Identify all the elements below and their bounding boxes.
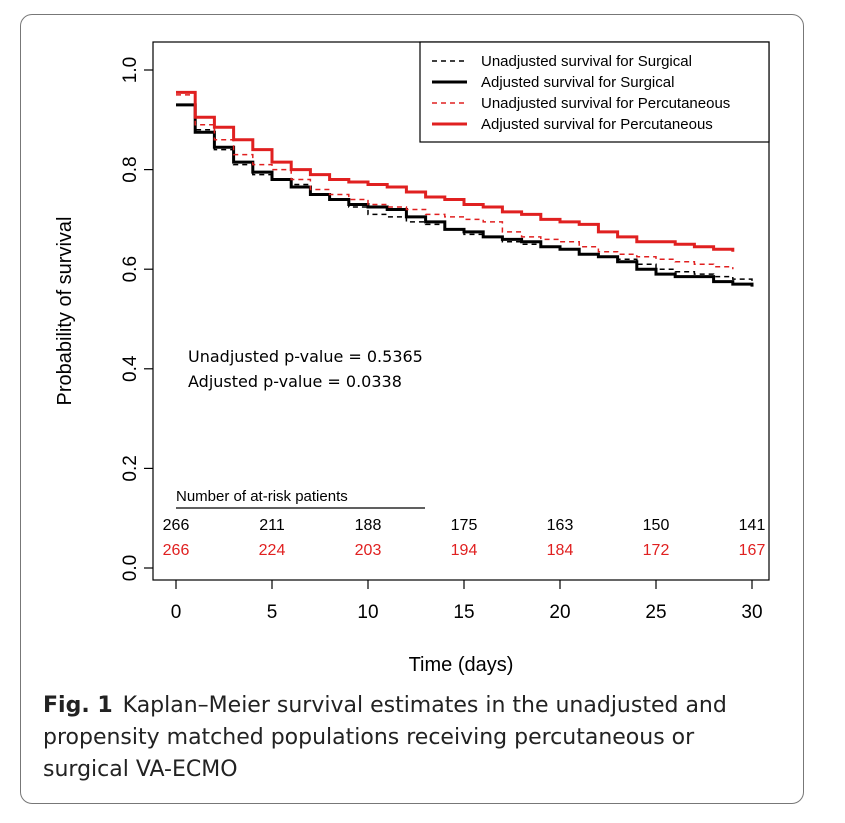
survival-chart: 0 5 10 15 20 25 30 0.0 0.2 0.4 0.6 0.8 1.0 Time (days… xyxy=(54,41,770,676)
axes: 0 5 10 15 20 25 30 0.0 0.2 0.4 0.6 0.8 1.0 Time (days… xyxy=(54,41,770,676)
legend-box xyxy=(419,41,770,143)
x-axis-label: Time (days) xyxy=(409,654,514,676)
y-tick-label: 1.0 xyxy=(120,57,141,83)
adjusted-p-value: Adjusted p-value = 0.0338 xyxy=(188,372,402,391)
caption-label: Fig. 1 xyxy=(43,693,113,718)
series-line-4 xyxy=(176,90,735,252)
at-risk-percutaneous: 172 xyxy=(643,542,670,559)
legend-entry-4: Adjusted survival for Percutaneous xyxy=(481,116,713,133)
y-tick-label: 0.4 xyxy=(120,355,141,382)
y-tick-label: 0.8 xyxy=(120,156,141,182)
y-tick-label: 0.6 xyxy=(120,256,141,282)
legend-entry-2: Adjusted survival for Surgical xyxy=(481,74,674,91)
at-risk-surgical: 141 xyxy=(739,517,766,534)
at-risk-surgical: 163 xyxy=(547,517,574,534)
at-risk-table: Number of at-risk patients 266 266 211 224 1… xyxy=(163,488,766,559)
at-risk-surgical: 266 xyxy=(163,517,190,534)
x-tick-label: 25 xyxy=(645,602,666,623)
at-risk-title: Number of at-risk patients xyxy=(176,488,348,505)
x-tick-label: 30 xyxy=(741,602,762,623)
x-tick-label: 0 xyxy=(171,602,182,623)
series-layer xyxy=(176,90,754,287)
at-risk-surgical: 211 xyxy=(259,517,285,534)
series-line-2 xyxy=(176,103,754,287)
y-axis-label: Probability of survival xyxy=(54,217,76,406)
at-risk-surgical: 175 xyxy=(451,517,478,534)
figure-frame xyxy=(20,14,804,804)
at-risk-percutaneous: 194 xyxy=(451,542,478,559)
x-tick-label: 15 xyxy=(453,602,474,623)
legend: Unadjusted survival for Surgical Adjusted… xyxy=(419,41,770,143)
figure-caption: Fig. 1 Kaplan–Meier survival estimates in… xyxy=(43,690,783,786)
at-risk-percutaneous: 224 xyxy=(259,542,286,559)
at-risk-percutaneous: 167 xyxy=(739,542,766,559)
legend-entry-3: Unadjusted survival for Percutaneous xyxy=(481,95,730,112)
x-tick-label: 10 xyxy=(357,602,378,623)
unadjusted-p-value: Unadjusted p-value = 0.5365 xyxy=(188,347,423,366)
legend-entry-1: Unadjusted survival for Surgical xyxy=(481,53,692,70)
at-risk-surgical: 150 xyxy=(643,517,670,534)
at-risk-percutaneous: 184 xyxy=(547,542,574,559)
y-tick-label: 0.0 xyxy=(120,555,141,581)
at-risk-surgical: 188 xyxy=(355,517,382,534)
at-risk-percutaneous: 266 xyxy=(163,542,190,559)
x-tick-label: 5 xyxy=(267,602,278,623)
series-line-1 xyxy=(176,104,753,282)
p-value-annotations: Unadjusted p-value = 0.5365 Adjusted p-v… xyxy=(188,347,423,391)
x-tick-label: 20 xyxy=(549,602,570,623)
at-risk-percutaneous: 203 xyxy=(355,542,382,559)
caption-text: Kaplan–Meier survival estimates in the u… xyxy=(43,693,727,782)
y-tick-label: 0.2 xyxy=(120,455,141,481)
